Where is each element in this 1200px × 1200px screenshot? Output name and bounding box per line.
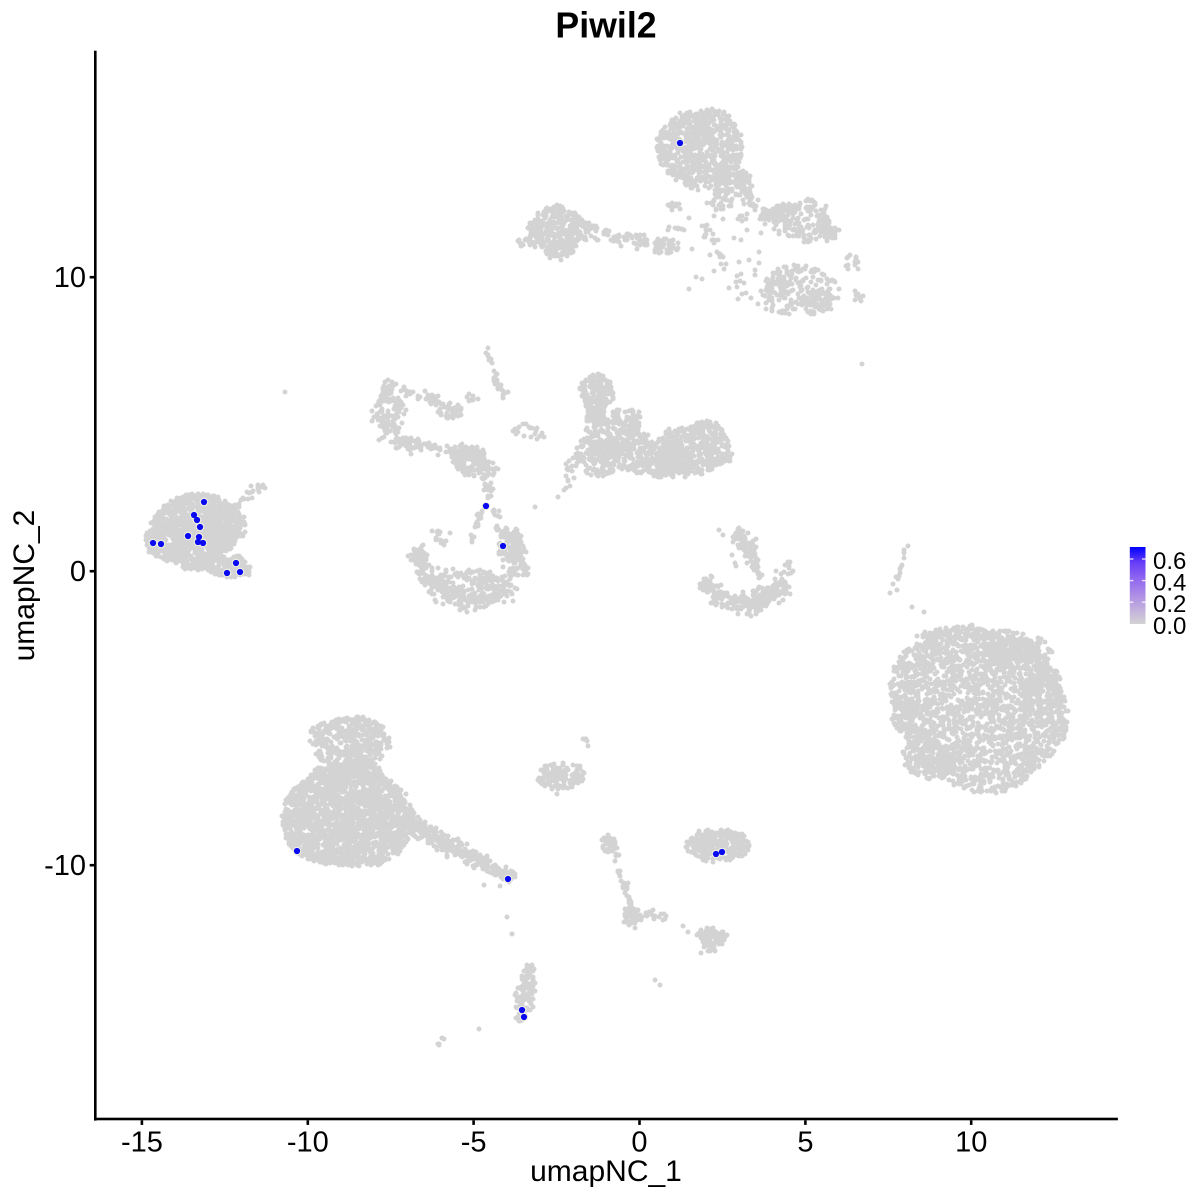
svg-text:5: 5 <box>797 1127 813 1159</box>
svg-text:0.0: 0.0 <box>1153 613 1186 640</box>
svg-text:10: 10 <box>54 262 86 294</box>
svg-text:0: 0 <box>631 1127 647 1159</box>
svg-text:-5: -5 <box>461 1127 487 1159</box>
svg-text:umapNC_1: umapNC_1 <box>530 1155 682 1188</box>
svg-text:-10: -10 <box>44 850 86 882</box>
svg-text:10: 10 <box>955 1127 987 1159</box>
svg-text:-15: -15 <box>121 1127 163 1159</box>
svg-text:-10: -10 <box>287 1127 329 1159</box>
svg-text:0.2: 0.2 <box>1153 591 1186 618</box>
svg-text:0.6: 0.6 <box>1153 548 1186 575</box>
svg-text:0.4: 0.4 <box>1153 570 1186 597</box>
svg-text:0: 0 <box>70 556 86 588</box>
svg-text:Piwil2: Piwil2 <box>555 6 656 46</box>
svg-text:umapNC_2: umapNC_2 <box>8 510 41 662</box>
